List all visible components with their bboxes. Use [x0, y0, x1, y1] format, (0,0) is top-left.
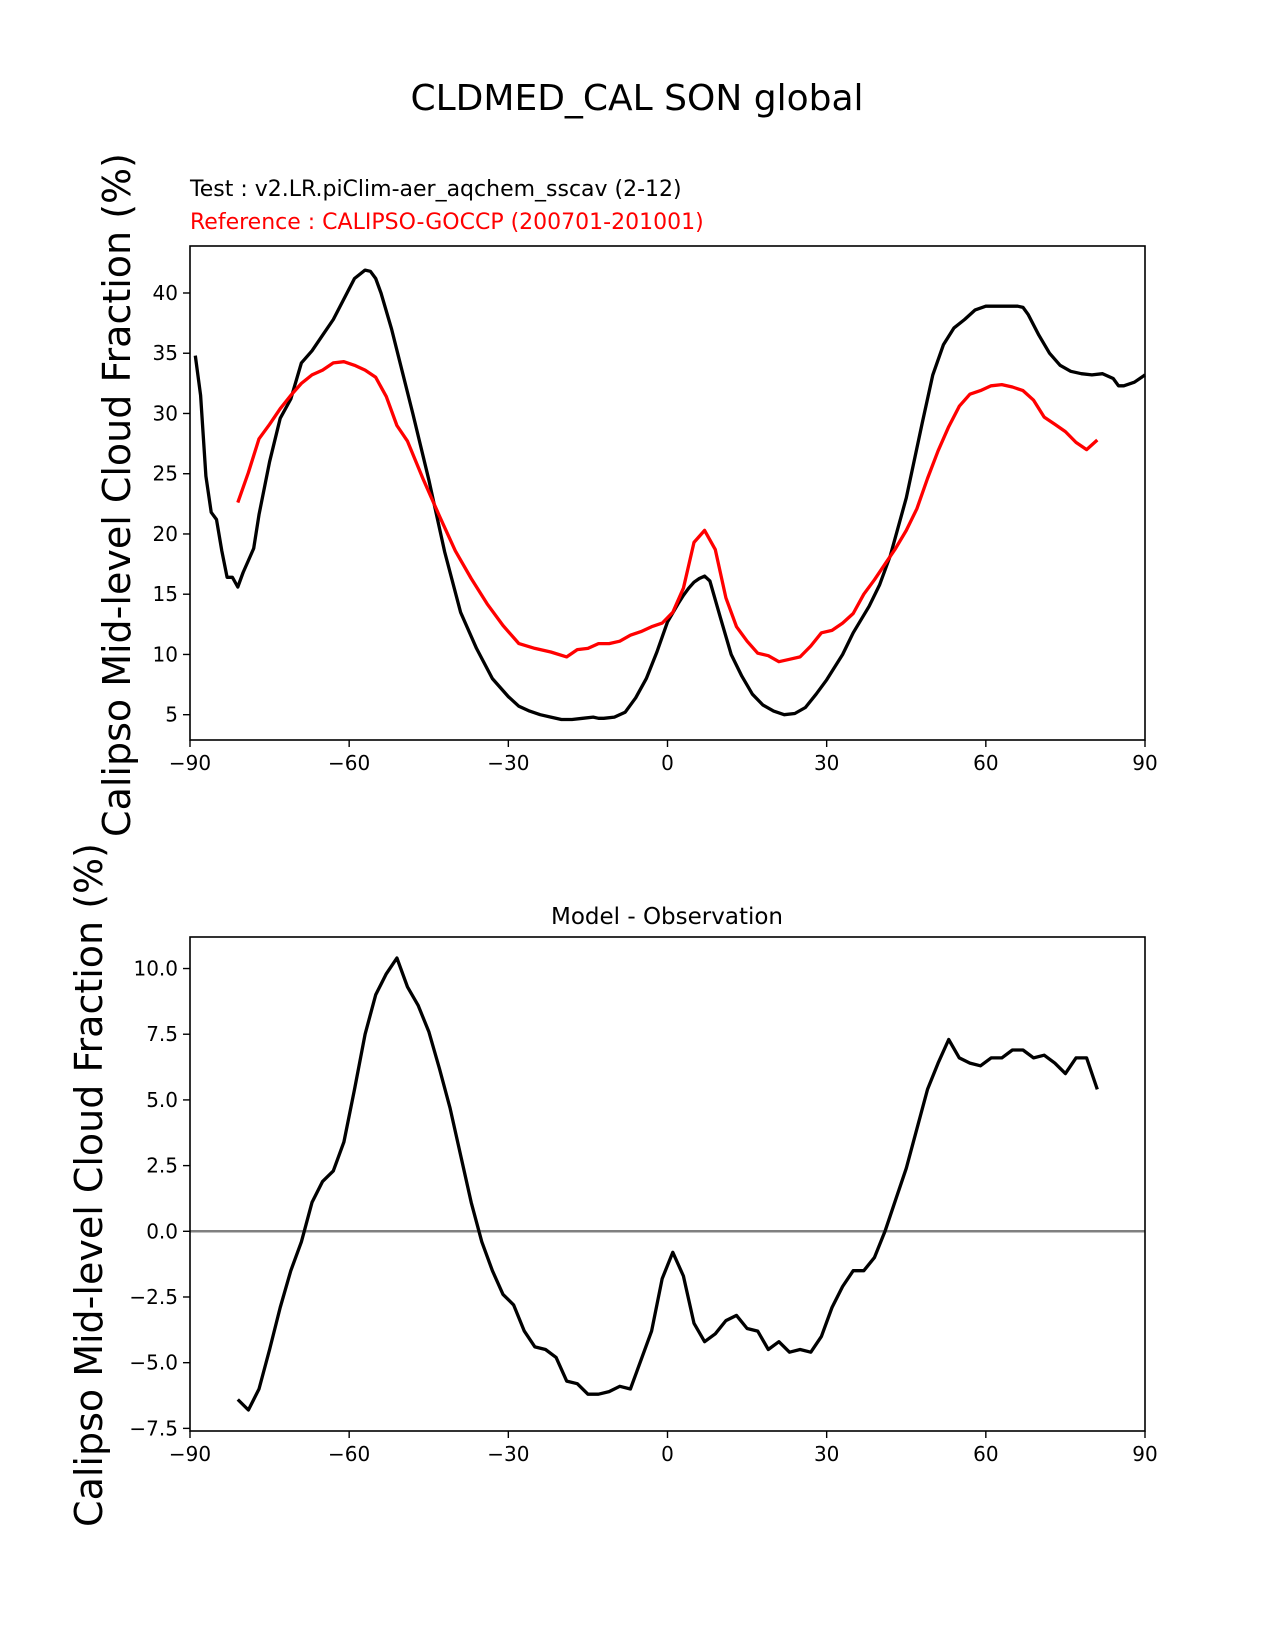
bottom-y-tick-label: 5.0	[146, 1088, 178, 1112]
bottom-x-tick-label: −30	[487, 1442, 529, 1466]
top-series-test	[193, 268, 1146, 722]
bottom-x-tick-label: −90	[169, 1442, 211, 1466]
bottom-y-axis-label: Calipso Mid-level Cloud Fraction (%)	[67, 843, 111, 1527]
bottom-y-tick-label: −7.5	[129, 1416, 178, 1440]
bottom-y-tick-label: 0.0	[146, 1219, 178, 1243]
top-y-tick-label: 10	[153, 642, 178, 666]
top-x-tick-label: −90	[169, 751, 211, 775]
top-series-lines	[193, 268, 1146, 722]
bottom-x-tick-label: 90	[1132, 1442, 1157, 1466]
test-info-label: Test : v2.LR.piClim-aer_aqchem_sscav (2-…	[189, 177, 682, 202]
top-x-tick-label: 0	[661, 751, 674, 775]
bottom-y-tick-label: 2.5	[146, 1154, 178, 1178]
top-x-tick-label: 30	[814, 751, 839, 775]
bottom-y-tick-label: −2.5	[129, 1285, 178, 1309]
top-y-axis-label: Calipso Mid-level Cloud Fraction (%)	[95, 153, 139, 837]
reference-info-label: Reference : CALIPSO-GOCCP (200701-201001…	[190, 210, 704, 235]
top-axes-frame	[189, 245, 1146, 741]
top-axes-ticks: −90 −60 −30 0 30 60 90 5 10 15 20 25 30 35 40	[153, 281, 1158, 775]
figure-title: CLDMED_CAL SON global	[410, 78, 863, 119]
top-panel: Test : v2.LR.piClim-aer_aqchem_sscav (2-…	[95, 153, 1158, 837]
bottom-x-tick-label: −60	[328, 1442, 370, 1466]
bottom-series-model-observation	[236, 956, 1099, 1412]
bottom-x-tick-label: 0	[661, 1442, 674, 1466]
top-series-reference	[236, 360, 1099, 664]
bottom-y-tick-label: −5.0	[129, 1351, 178, 1375]
bottom-axes-ticks: −90 −60 −30 0 30 60 90 −7.5 −5.0 −2.5 0.0 2.5 5.0 7.5…	[129, 957, 1157, 1466]
bottom-panel-title: Model - Observation	[551, 904, 783, 930]
top-x-tick-label: −30	[487, 751, 529, 775]
bottom-y-tick-label: 7.5	[146, 1022, 178, 1046]
bottom-series-lines	[190, 956, 1145, 1412]
top-y-tick-label: 40	[153, 281, 178, 305]
bottom-axes-frame	[189, 936, 1146, 1432]
bottom-y-tick-label: 10.0	[133, 957, 178, 981]
bottom-panel: Model - Observation Calipso Mid-level Cl…	[67, 843, 1158, 1527]
top-y-tick-label: 20	[153, 522, 178, 546]
top-x-tick-label: −60	[328, 751, 370, 775]
bottom-x-tick-label: 30	[814, 1442, 839, 1466]
top-y-tick-label: 30	[153, 401, 178, 425]
top-x-tick-label: 90	[1132, 751, 1157, 775]
bottom-x-tick-label: 60	[973, 1442, 998, 1466]
top-y-tick-label: 35	[153, 341, 178, 365]
top-x-tick-label: 60	[973, 751, 998, 775]
top-y-tick-label: 25	[153, 462, 178, 486]
top-y-tick-label: 5	[165, 703, 178, 727]
top-y-tick-label: 15	[153, 582, 178, 606]
